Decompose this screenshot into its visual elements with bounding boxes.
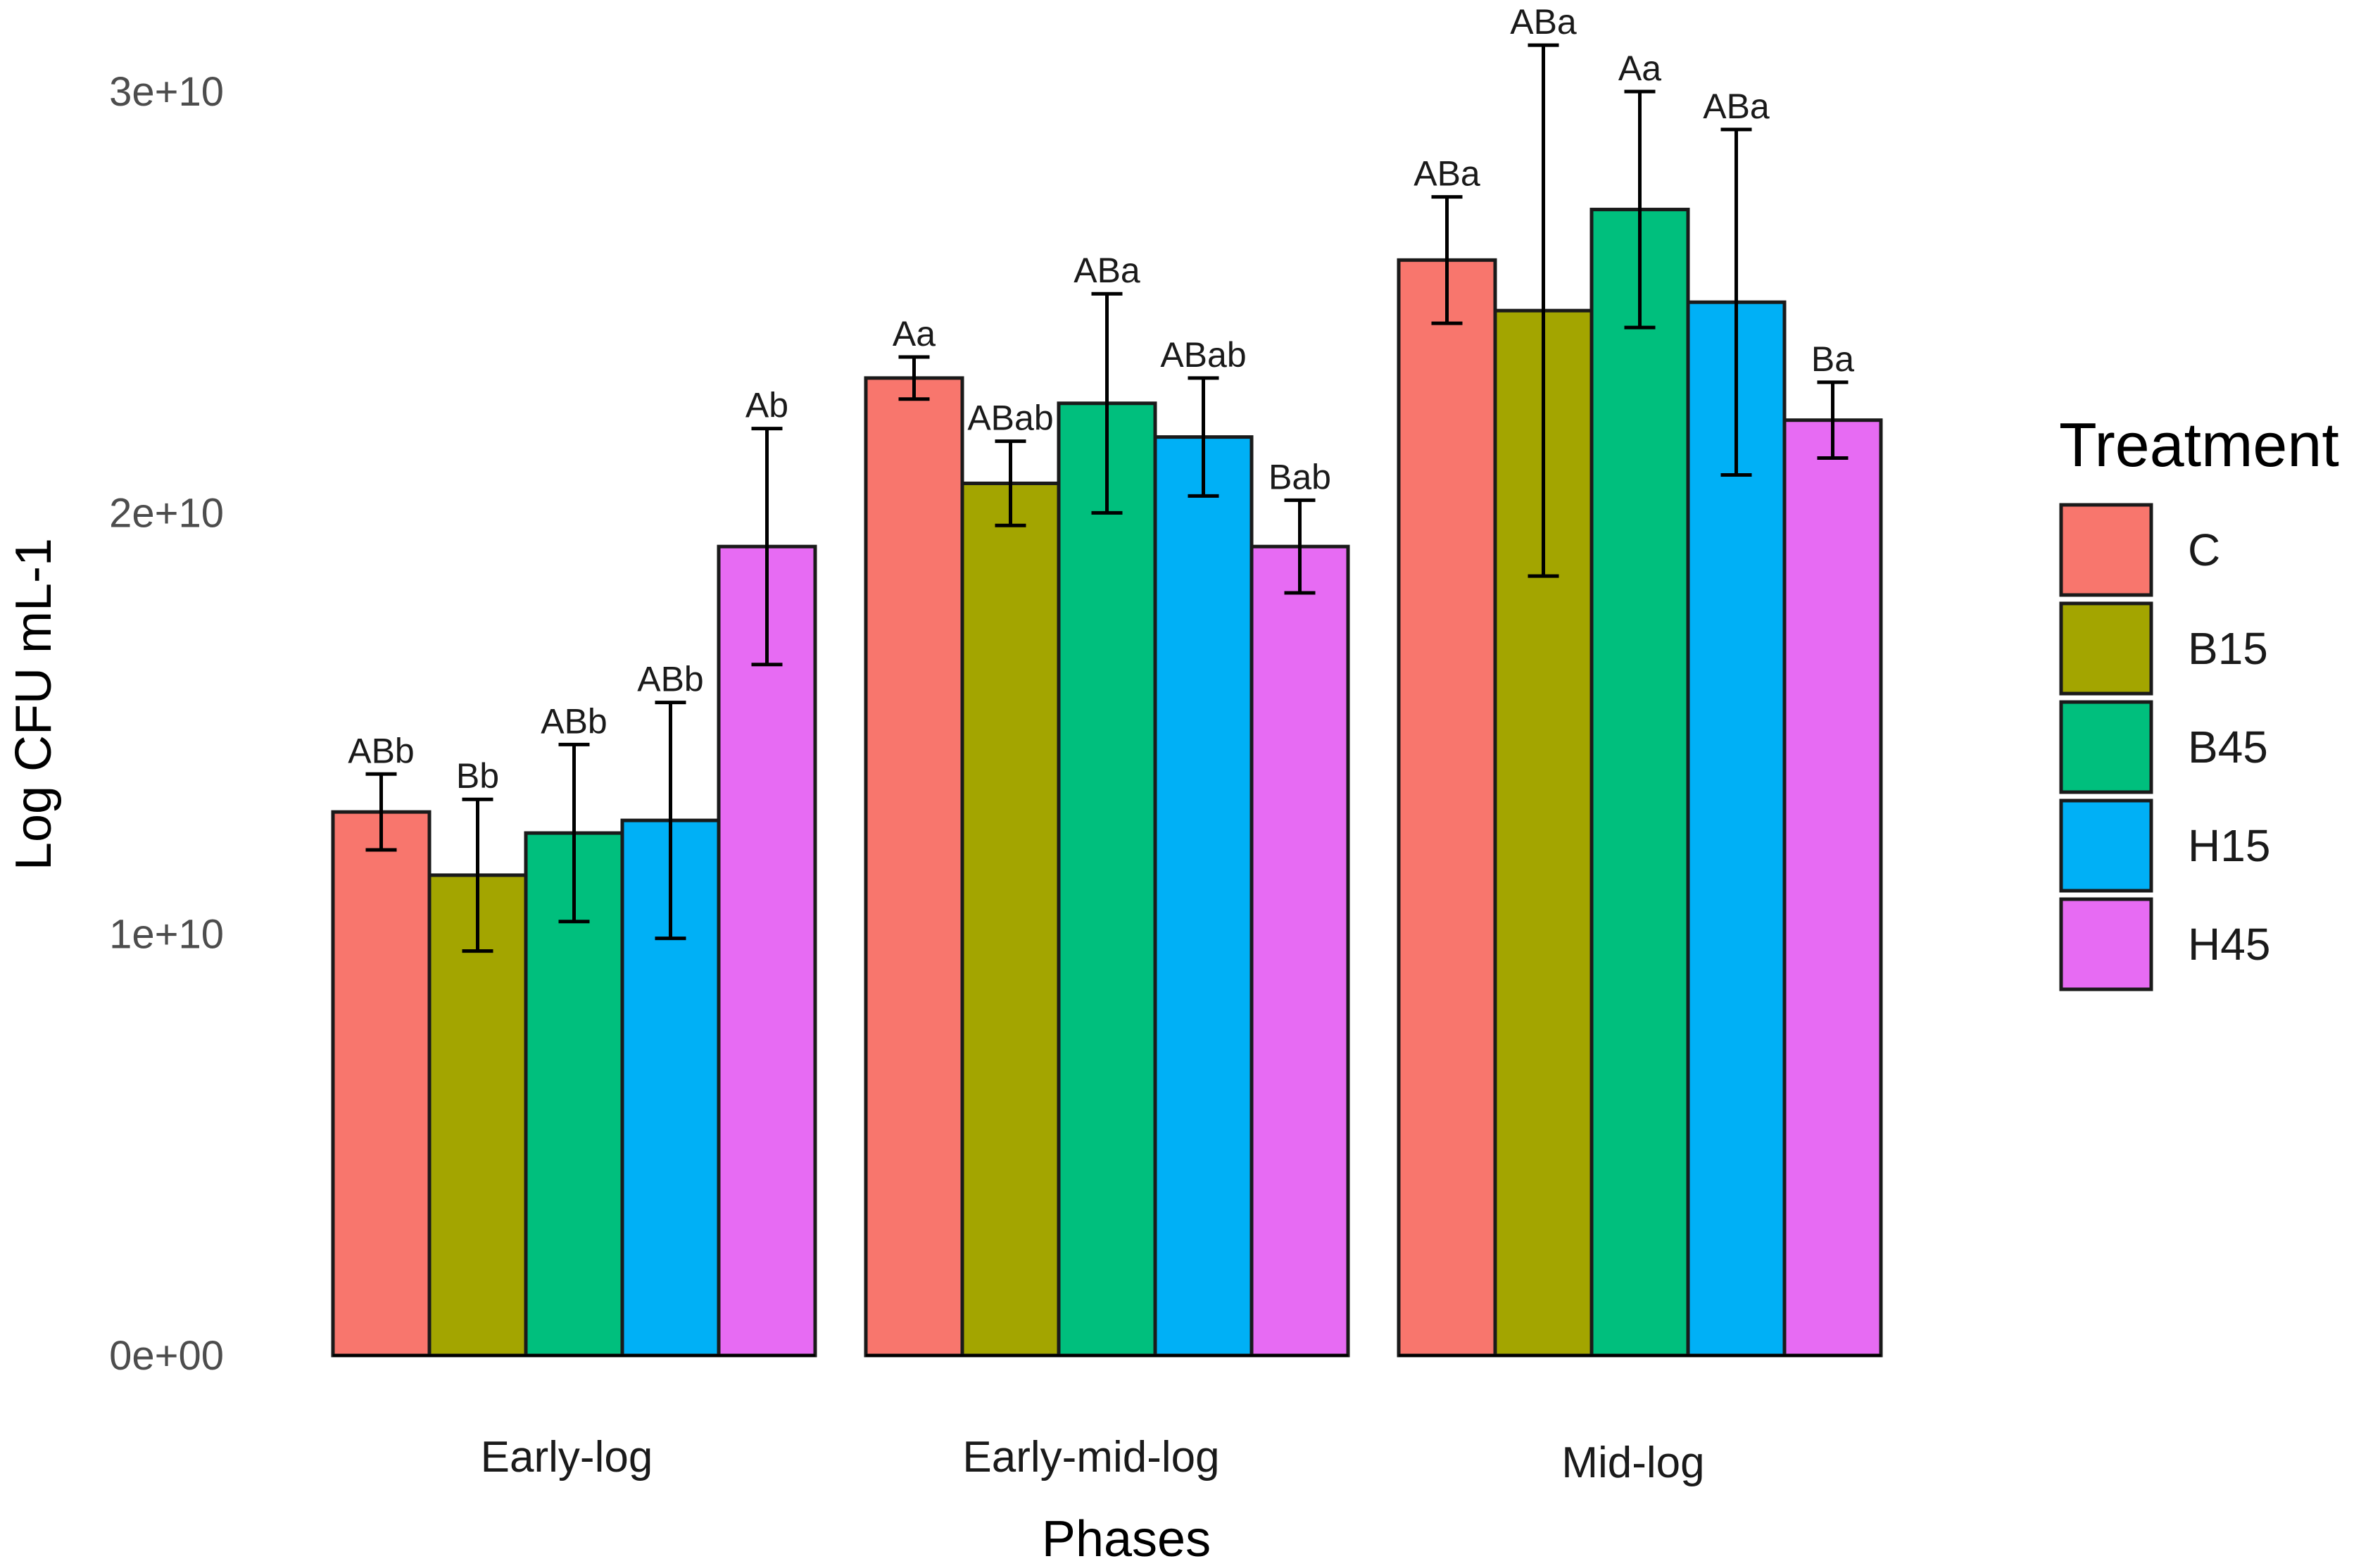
error-bar-c-early-log (365, 772, 397, 852)
legend-title: Treatment (2059, 410, 2339, 480)
significance-label: ABa (1703, 87, 1770, 126)
y-tick-label: 3e+10 (109, 69, 224, 115)
legend-label-h15: H15 (2188, 820, 2270, 871)
error-bar-h15-mid-log (1720, 127, 1752, 477)
significance-label: Bb (456, 756, 499, 796)
y-tick-label: 1e+10 (109, 912, 224, 958)
bar-b45-early-mid-log (1057, 401, 1157, 1358)
y-tick-label: 2e+10 (109, 490, 224, 536)
significance-label: ABa (1413, 154, 1480, 194)
significance-label: Aa (893, 314, 936, 353)
legend-label-h45: H45 (2188, 919, 2270, 970)
significance-label: Ba (1811, 339, 1854, 379)
error-bar-b15-early-log (462, 797, 493, 953)
error-bar-h15-early-log (655, 701, 686, 941)
significance-label: ABb (541, 701, 607, 741)
error-bar-h45-early-mid-log (1284, 498, 1316, 595)
bar-b45-mid-log (1589, 208, 1690, 1358)
significance-label: ABb (348, 731, 415, 770)
x-category-label: Early-mid-log (962, 1433, 1219, 1482)
x-category-label: Early-log (481, 1433, 653, 1482)
error-bar-b15-mid-log (1528, 43, 1559, 578)
bar-h15-early-mid-log (1153, 435, 1254, 1358)
y-tick-label: 0e+00 (109, 1333, 224, 1379)
bar-b15-early-mid-log (960, 481, 1061, 1358)
error-bar-h45-mid-log (1817, 380, 1849, 461)
legend-swatch-h15 (2059, 798, 2153, 893)
error-bar-h15-early-mid-log (1188, 376, 1219, 498)
significance-label: ABa (1510, 2, 1577, 42)
error-bar-c-early-mid-log (898, 355, 930, 401)
error-bar-b15-early-mid-log (995, 439, 1026, 527)
error-bars-group (365, 43, 1849, 953)
legend-swatch-b15 (2059, 601, 2153, 696)
legend-label-b45: B45 (2188, 722, 2268, 772)
error-bar-b45-early-mid-log (1091, 292, 1123, 515)
bar-c-early-mid-log (864, 376, 964, 1358)
error-bar-b45-early-log (558, 742, 590, 924)
data-labels-group: ABb Aa ABa Bb ABab ABa ABb ABa Aa ABb ABab ABa Ab Bab… (348, 2, 1854, 796)
y-axis-ticks: 0e+00 1e+10 2e+10 3e+10 (109, 69, 224, 1379)
legend-label-b15: B15 (2188, 623, 2268, 674)
error-bar-h45-early-log (751, 427, 783, 667)
y-axis-title: Log CFU mL-1 (6, 538, 62, 870)
bar-h15-mid-log (1686, 300, 1787, 1358)
error-bar-c-mid-log (1431, 195, 1463, 325)
x-axis-title: Phases (1042, 1511, 1211, 1566)
bar-c-mid-log (1397, 258, 1497, 1358)
significance-label: ABab (967, 399, 1053, 438)
bar-h45-mid-log (1782, 418, 1883, 1358)
bar-h45-early-log (717, 544, 817, 1358)
bar-h45-early-mid-log (1249, 544, 1350, 1358)
x-axis-categories: Early-log Early-mid-log Mid-log (481, 1433, 1705, 1487)
legend-label-c: C (2188, 525, 2220, 575)
significance-label: Aa (1618, 49, 1661, 88)
x-category-label: Mid-log (1561, 1439, 1704, 1487)
significance-label: ABa (1073, 251, 1140, 290)
legend-swatch-b45 (2059, 700, 2153, 794)
legend-swatch-c (2059, 503, 2153, 597)
bar-c-early-log (331, 810, 432, 1358)
significance-label: Bab (1268, 457, 1331, 496)
legend: Treatment C B15 B45 H15 H45 (2059, 410, 2339, 991)
significance-label: ABab (1160, 335, 1246, 375)
error-bar-b45-mid-log (1624, 89, 1656, 330)
legend-swatch-h45 (2059, 897, 2153, 991)
significance-label: Ab (745, 386, 788, 425)
significance-label: ABb (637, 660, 704, 699)
